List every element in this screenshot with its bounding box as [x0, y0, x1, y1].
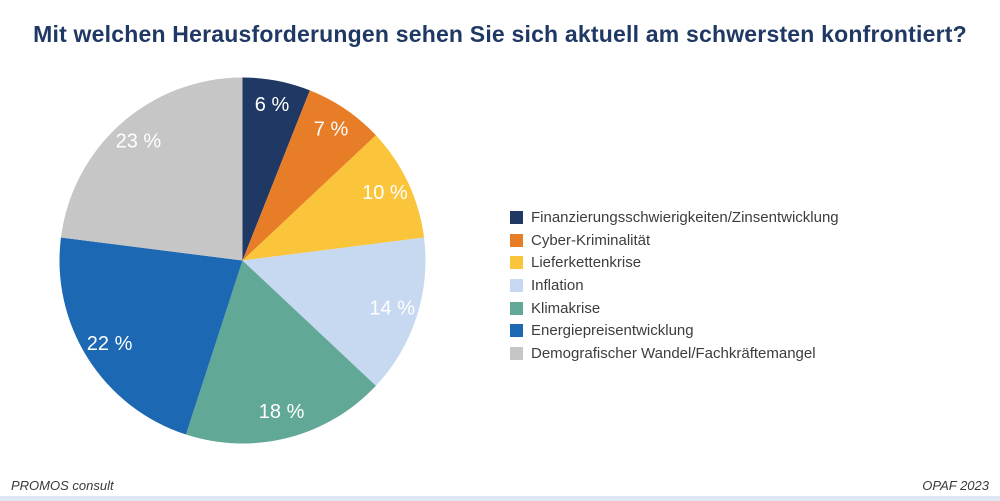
legend-swatch-icon	[510, 256, 523, 270]
legend-label: Inflation	[531, 276, 584, 294]
footer-source-label: PROMOS consult	[11, 478, 114, 493]
pie-slice-6	[59, 237, 243, 435]
slice-label: 18 %	[259, 401, 305, 423]
legend-swatch-icon	[510, 233, 523, 247]
legend-swatch-icon	[510, 278, 523, 292]
chart-title: Mit welchen Herausforderungen sehen Sie …	[33, 21, 967, 47]
footer-survey-label: OPAF 2023	[922, 478, 989, 493]
legend-item: Cyber-Kriminalität	[510, 229, 839, 252]
legend-label: Lieferkettenkrise	[531, 254, 642, 272]
pie-labels: 6 % 7 % 10 % 14 % 18 % 22 % 23 %	[87, 94, 415, 423]
slice-label: 22 %	[87, 333, 133, 355]
slice-label: 14 %	[369, 297, 415, 319]
legend-swatch-icon	[510, 346, 523, 360]
pie-slice-3	[242, 135, 425, 261]
legend-item: Energiepreisentwicklung	[510, 319, 839, 342]
legend-swatch-icon	[510, 301, 523, 315]
pie-slice-7	[60, 77, 243, 261]
legend-item: Inflation	[510, 274, 839, 297]
pie-slices	[59, 77, 426, 444]
legend-item: Klimakrise	[510, 297, 839, 320]
legend-item: Finanzierungsschwierigkeiten/Zinsentwick…	[510, 206, 839, 229]
pie-slice-1	[242, 77, 310, 261]
pie-slice-4	[242, 237, 426, 386]
legend-item: Demografischer Wandel/Fachkräftemangel	[510, 342, 839, 365]
accent-bar	[0, 496, 1000, 501]
legend-swatch-icon	[510, 324, 523, 338]
legend-label: Finanzierungsschwierigkeiten/Zinsentwick…	[531, 208, 839, 226]
slice-label: 10 %	[362, 182, 408, 204]
pie-slice-2	[242, 90, 376, 261]
slice-label: 23 %	[116, 131, 162, 153]
chart-legend: Finanzierungsschwierigkeiten/Zinsentwick…	[510, 206, 839, 365]
legend-label: Klimakrise	[531, 299, 601, 317]
legend-label: Cyber-Kriminalität	[531, 231, 651, 249]
pie-slice-5	[185, 260, 376, 444]
legend-swatch-icon	[510, 210, 523, 224]
legend-item: Lieferkettenkrise	[510, 251, 839, 274]
legend-label: Energiepreisentwicklung	[531, 322, 694, 340]
legend-label: Demografischer Wandel/Fachkräftemangel	[531, 344, 816, 362]
slice-label: 6 %	[255, 94, 290, 116]
slice-label: 7 %	[314, 119, 349, 141]
